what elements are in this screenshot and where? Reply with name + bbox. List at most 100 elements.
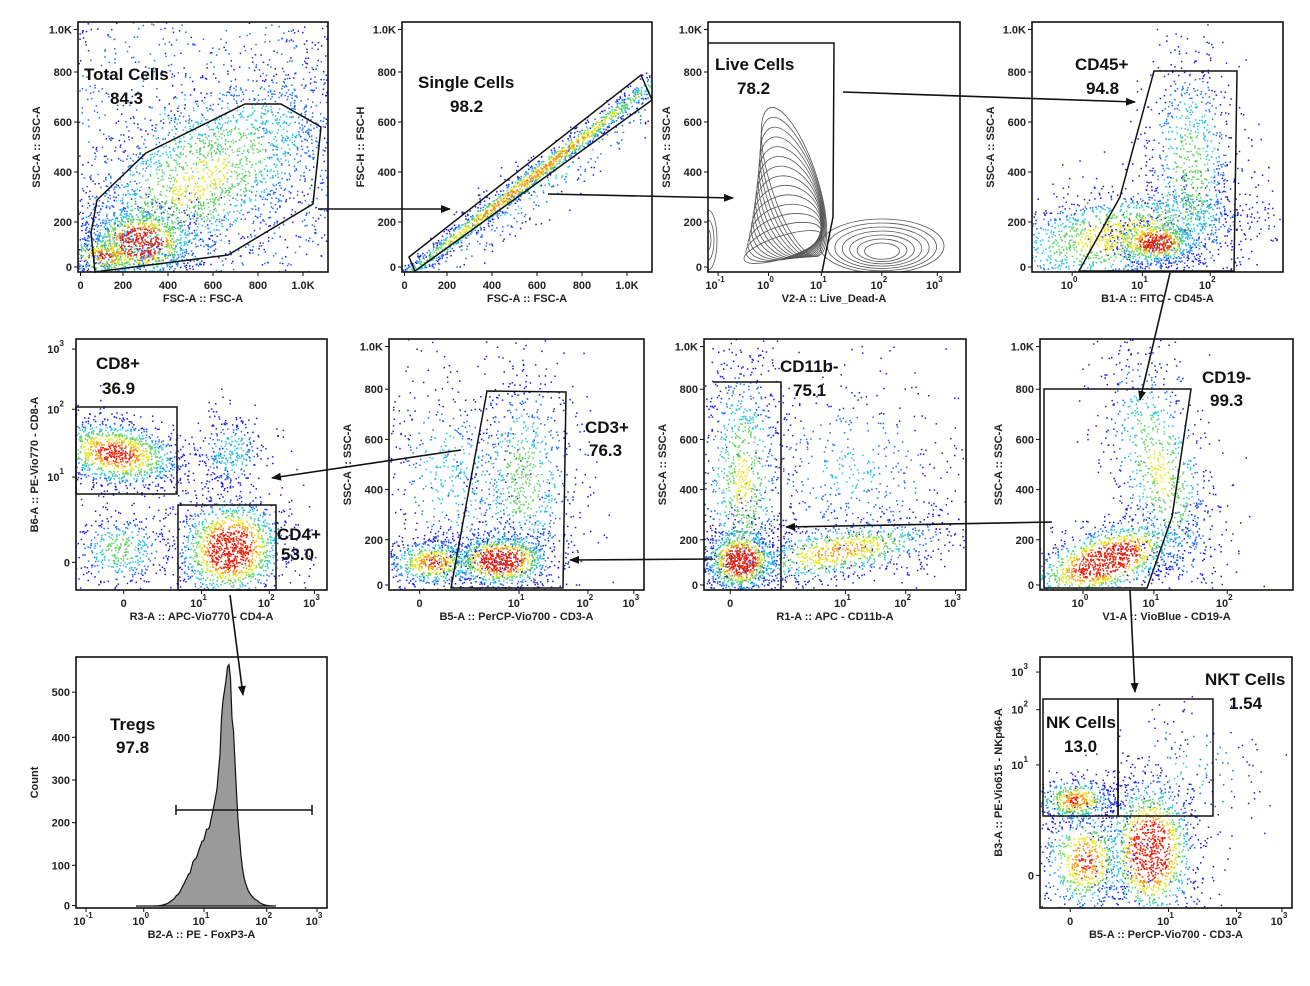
event-dot <box>583 180 586 183</box>
event-dot <box>178 211 181 214</box>
event-dot <box>161 206 163 208</box>
event-dot <box>271 281 273 283</box>
event-dot <box>200 134 202 136</box>
event-dot <box>311 89 313 92</box>
event-dot <box>110 177 112 179</box>
event-dot <box>206 124 208 127</box>
event-dot <box>225 138 227 141</box>
event-dot <box>268 40 271 43</box>
event-dot <box>656 89 658 91</box>
event-dot <box>230 188 232 191</box>
event-dot <box>189 151 191 154</box>
event-dot <box>186 206 189 208</box>
event-dot <box>225 94 228 97</box>
event-dot <box>285 85 288 88</box>
event-dot <box>194 206 196 209</box>
event-dot <box>63 243 64 245</box>
event-dot <box>171 73 174 75</box>
event-dot <box>212 133 215 135</box>
event-dot <box>289 139 291 141</box>
event-dot <box>311 116 314 118</box>
event-dot <box>161 244 163 247</box>
event-dot <box>234 166 237 168</box>
event-dot <box>241 178 243 180</box>
event-dot <box>182 177 185 180</box>
event-dot <box>147 247 149 249</box>
event-dot <box>226 181 229 183</box>
event-dot <box>254 54 257 56</box>
event-dot <box>387 15 389 16</box>
event-dot <box>236 95 238 97</box>
event-dot <box>153 248 155 250</box>
event-dot <box>37 295 39 297</box>
event-dot <box>218 197 221 199</box>
event-dot <box>132 226 135 228</box>
event-dot <box>153 70 156 73</box>
event-dot <box>277 159 279 161</box>
event-dot <box>188 118 191 120</box>
event-dot <box>105 206 108 209</box>
event-dot <box>81 32 84 34</box>
event-dot <box>105 185 107 187</box>
event-dot <box>148 213 151 216</box>
event-dot <box>137 275 139 277</box>
event-dot <box>86 315 88 317</box>
event-dot <box>303 175 305 177</box>
event-dot <box>338 44 340 46</box>
event-dot <box>216 229 218 231</box>
event-dot <box>208 175 210 178</box>
event-dot <box>347 338 349 340</box>
event-dot <box>298 236 300 238</box>
event-dot <box>654 93 656 95</box>
event-dot <box>348 68 350 70</box>
event-dot <box>224 143 226 145</box>
event-dot <box>364 298 366 300</box>
event-dot <box>120 134 122 136</box>
event-dot <box>105 138 108 140</box>
event-dot <box>106 158 109 160</box>
event-dot <box>57 240 59 242</box>
event-dot <box>182 148 184 150</box>
event-dot <box>210 61 212 64</box>
gate-shape[interactable] <box>90 103 322 273</box>
event-dot <box>139 253 142 255</box>
event-dot <box>100 208 102 211</box>
event-dot <box>139 147 141 149</box>
event-dot <box>75 251 77 253</box>
event-dot <box>275 188 277 190</box>
event-dot <box>64 241 66 243</box>
event-dot <box>207 213 209 215</box>
event-dot <box>529 166 532 169</box>
event-dot <box>8 237 10 239</box>
event-dot <box>222 93 224 96</box>
event-dot <box>95 148 97 151</box>
tick-base: 800 <box>249 280 267 292</box>
event-dot <box>204 77 207 80</box>
event-dot <box>514 235 516 237</box>
event-dot <box>196 213 199 216</box>
event-dot <box>289 104 292 107</box>
event-dot <box>89 190 91 193</box>
event-dot <box>219 98 221 100</box>
event-dot <box>103 180 105 183</box>
event-dot <box>268 142 270 144</box>
event-dot <box>176 163 179 166</box>
event-dot <box>319 214 322 216</box>
event-dot <box>257 401 259 403</box>
event-dot <box>321 342 323 344</box>
x-tick-label: 400 <box>159 280 177 292</box>
event-dot <box>96 230 99 233</box>
event-dot <box>140 258 143 261</box>
event-dot <box>161 169 163 171</box>
event-dot <box>248 98 251 101</box>
event-dot <box>153 284 155 286</box>
event-dot <box>125 121 127 123</box>
event-dot <box>169 190 171 193</box>
event-dot <box>227 148 229 150</box>
event-dot <box>202 240 204 243</box>
event-dot <box>574 132 576 134</box>
event-dot <box>144 239 146 241</box>
event-dot <box>292 77 295 79</box>
event-dot <box>508 183 510 186</box>
event-dot <box>126 50 129 53</box>
